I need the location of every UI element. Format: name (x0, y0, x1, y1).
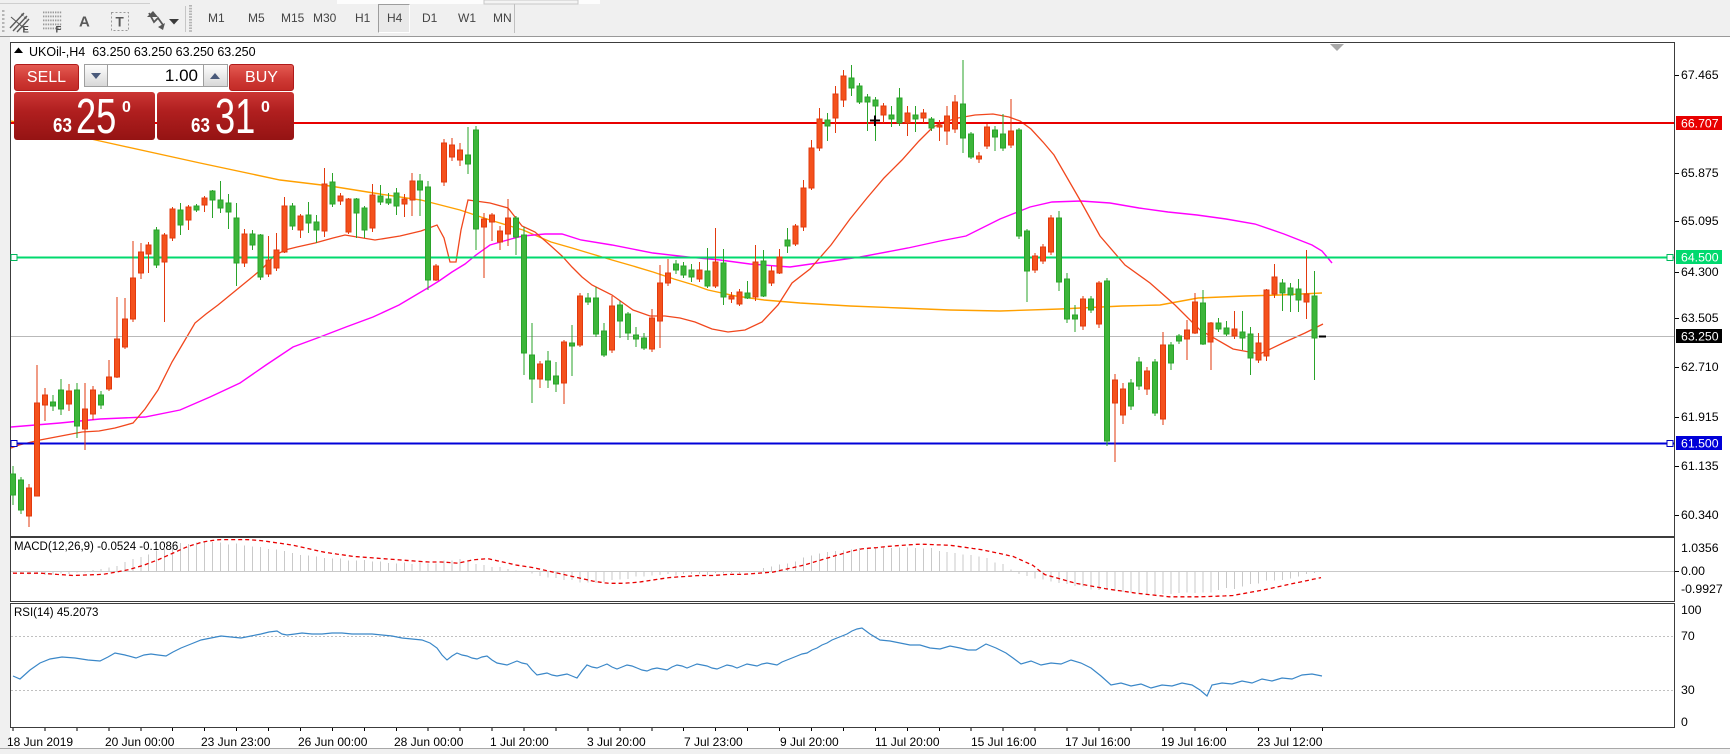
svg-text:100: 100 (1681, 603, 1702, 617)
svg-text:64.300: 64.300 (1681, 265, 1719, 279)
svg-text:65.875: 65.875 (1681, 166, 1719, 180)
svg-text:23 Jun 23:00: 23 Jun 23:00 (201, 735, 271, 749)
svg-text:64.500: 64.500 (1681, 251, 1719, 265)
svg-text:70: 70 (1681, 629, 1695, 643)
svg-text:62.710: 62.710 (1681, 360, 1719, 374)
svg-text:63.505: 63.505 (1681, 311, 1719, 325)
svg-text:11 Jul 20:00: 11 Jul 20:00 (875, 735, 940, 749)
svg-text:7 Jul 23:00: 7 Jul 23:00 (684, 735, 743, 749)
svg-text:MACD(12,26,9) -0.0524 -0.1086: MACD(12,26,9) -0.0524 -0.1086 (14, 541, 178, 553)
svg-text:9 Jul 20:00: 9 Jul 20:00 (780, 735, 839, 749)
svg-text:67.465: 67.465 (1681, 68, 1719, 82)
svg-text:61.915: 61.915 (1681, 410, 1719, 424)
svg-text:63.250: 63.250 (1681, 330, 1719, 344)
svg-text:-0.9927: -0.9927 (1681, 582, 1723, 596)
svg-text:A: A (79, 14, 90, 31)
svg-text:18 Jun 2019: 18 Jun 2019 (7, 735, 73, 749)
svg-text:0: 0 (1681, 715, 1688, 729)
svg-text:19 Jul 16:00: 19 Jul 16:00 (1161, 735, 1227, 749)
svg-text:3 Jul 20:00: 3 Jul 20:00 (587, 735, 646, 749)
svg-text:65.095: 65.095 (1681, 214, 1719, 228)
svg-text:60.340: 60.340 (1681, 508, 1719, 522)
svg-text:26 Jun 00:00: 26 Jun 00:00 (298, 735, 368, 749)
svg-text:66.707: 66.707 (1681, 117, 1719, 131)
svg-text:0.00: 0.00 (1681, 564, 1705, 578)
svg-text:RSI(14) 45.2073: RSI(14) 45.2073 (14, 607, 98, 619)
svg-text:F: F (56, 25, 62, 36)
svg-text:UKOil-,H4 63.250 63.250 63.25: UKOil-,H4 63.250 63.250 63.250 63.250 (29, 45, 256, 59)
svg-text:17 Jul 16:00: 17 Jul 16:00 (1065, 735, 1131, 749)
svg-text:28 Jun 00:00: 28 Jun 00:00 (394, 735, 464, 749)
svg-text:T: T (116, 15, 125, 30)
svg-text:1.0356: 1.0356 (1681, 541, 1719, 555)
svg-text:20 Jun 00:00: 20 Jun 00:00 (105, 735, 175, 749)
svg-text:61.135: 61.135 (1681, 459, 1719, 473)
svg-text:1 Jul 20:00: 1 Jul 20:00 (490, 735, 549, 749)
svg-text:23 Jul 12:00: 23 Jul 12:00 (1257, 735, 1323, 749)
svg-text:30: 30 (1681, 683, 1695, 697)
svg-text:61.500: 61.500 (1681, 437, 1719, 451)
svg-text:15 Jul 16:00: 15 Jul 16:00 (971, 735, 1037, 749)
svg-text:E: E (23, 25, 29, 36)
